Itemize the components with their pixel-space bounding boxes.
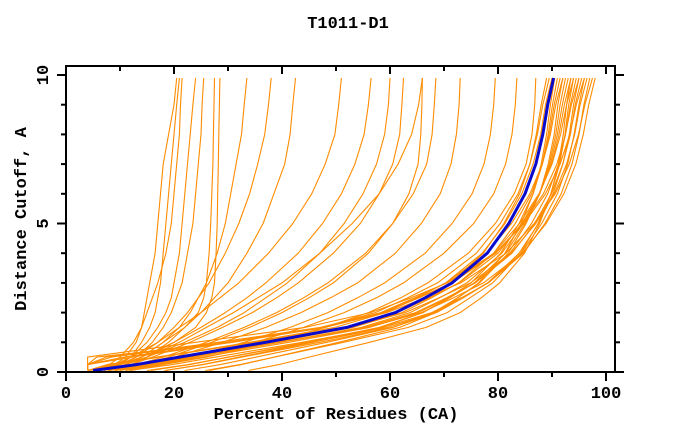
y-tick-label: 10	[35, 65, 54, 85]
tick-labels-layer: 0 20 40 60 80 100 0 5 10	[35, 65, 621, 404]
ensemble-curve	[103, 77, 272, 372]
ensemble-curve	[109, 77, 297, 372]
ensemble-curve	[114, 77, 461, 372]
ensemble-curve	[109, 77, 405, 372]
y-axis-label: Distance Cutoff, A	[13, 126, 32, 310]
ensemble-curve	[184, 77, 564, 372]
x-tick-label: 80	[488, 385, 508, 404]
ensemble-curve	[103, 77, 372, 372]
ensemble-curve	[109, 77, 248, 372]
ensemble-curve	[109, 77, 437, 372]
ensemble-curve	[107, 77, 569, 372]
ensemble-curve	[130, 77, 537, 372]
ensemble-curve	[98, 77, 180, 372]
ensemble-curve	[103, 77, 205, 372]
x-tick-label: 0	[61, 385, 71, 404]
curves-layer	[87, 77, 596, 372]
y-tick-label: 0	[35, 367, 54, 377]
y-tick-label: 5	[35, 218, 54, 228]
ensemble-curve	[92, 77, 178, 372]
highlight-curve	[92, 77, 556, 372]
x-axis-label: Percent of Residues (CA)	[214, 406, 459, 425]
ensemble-curve	[92, 77, 183, 372]
ensemble-curve	[248, 77, 572, 372]
ensemble-curve	[119, 77, 423, 372]
ensemble-curve	[87, 77, 585, 371]
x-tick-label: 40	[272, 385, 292, 404]
ensemble-curve	[103, 77, 423, 372]
ensemble-curve	[98, 77, 216, 372]
chart-title: T1011-D1	[307, 15, 389, 34]
ensemble-curve	[129, 77, 591, 372]
x-tick-label: 20	[164, 385, 184, 404]
x-tick-label: 60	[380, 385, 400, 404]
ensemble-curve	[98, 77, 197, 372]
plot-border	[65, 65, 616, 373]
ensemble-curve	[103, 77, 221, 372]
ensemble-curve	[209, 77, 556, 372]
ensemble-curve	[87, 77, 550, 371]
ensemble-curve	[98, 77, 342, 372]
axes-layer	[57, 65, 624, 381]
ensemble-curve	[98, 77, 391, 372]
ensemble-curve	[87, 77, 580, 371]
ensemble-curve	[125, 77, 518, 372]
x-tick-label: 100	[591, 385, 622, 404]
ensemble-curve	[87, 77, 575, 371]
